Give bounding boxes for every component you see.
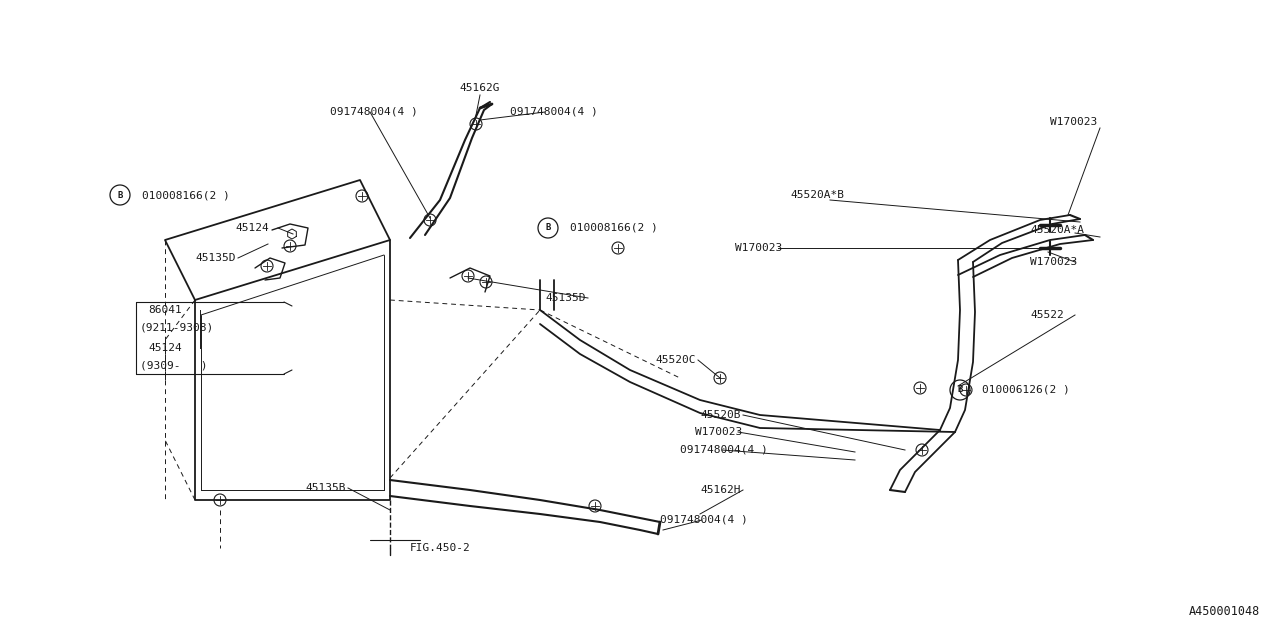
Text: 45520A*B: 45520A*B <box>790 190 844 200</box>
Text: A450001048: A450001048 <box>1189 605 1260 618</box>
Text: 45162G: 45162G <box>460 83 500 93</box>
Text: 091748004(4 ): 091748004(4 ) <box>509 107 598 117</box>
Text: FIG.450-2: FIG.450-2 <box>410 543 470 553</box>
Text: (9211-9308): (9211-9308) <box>140 322 214 332</box>
Text: B: B <box>118 191 123 200</box>
Text: 45522: 45522 <box>1030 310 1064 320</box>
Text: W170023: W170023 <box>735 243 782 253</box>
Text: B: B <box>957 385 963 394</box>
Text: 091748004(4 ): 091748004(4 ) <box>330 107 417 117</box>
Text: 091748004(4 ): 091748004(4 ) <box>660 515 748 525</box>
Text: 86041: 86041 <box>148 305 182 315</box>
Text: 010008166(2 ): 010008166(2 ) <box>142 190 229 200</box>
Text: 45124: 45124 <box>148 343 182 353</box>
Text: 091748004(4 ): 091748004(4 ) <box>680 445 768 455</box>
Text: B: B <box>545 223 550 232</box>
Text: W170023: W170023 <box>695 427 742 437</box>
Text: (9309-   ): (9309- ) <box>140 360 207 370</box>
Text: 45135D: 45135D <box>545 293 585 303</box>
Text: 45520C: 45520C <box>655 355 695 365</box>
Text: 45135B: 45135B <box>305 483 346 493</box>
Text: 45124: 45124 <box>236 223 269 233</box>
Text: 45520B: 45520B <box>700 410 741 420</box>
Text: 010006126(2 ): 010006126(2 ) <box>982 385 1070 395</box>
Text: W170023: W170023 <box>1030 257 1078 267</box>
Text: 010008166(2 ): 010008166(2 ) <box>570 223 658 233</box>
Text: 45162H: 45162H <box>700 485 741 495</box>
Text: W170023: W170023 <box>1050 117 1097 127</box>
Text: 45520A*A: 45520A*A <box>1030 225 1084 235</box>
Text: 45135D: 45135D <box>195 253 236 263</box>
